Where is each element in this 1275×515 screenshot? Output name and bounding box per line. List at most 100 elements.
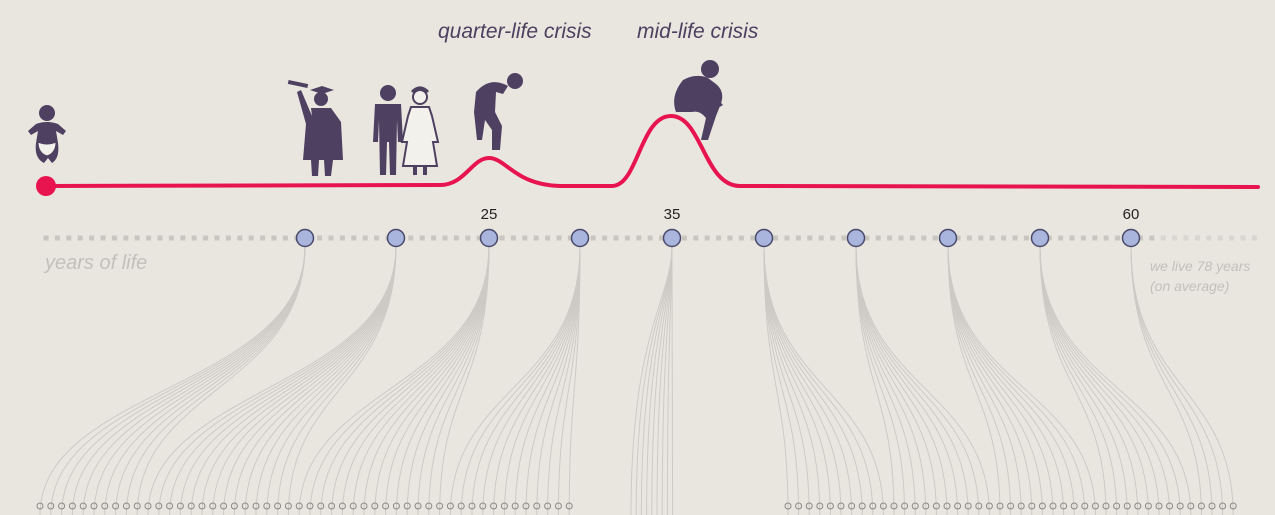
decade-marker [1030,228,1050,248]
axis-dot [476,235,482,241]
year-thread [287,245,397,515]
year-thread [71,245,306,515]
year-dot [1091,502,1099,510]
year-thread [855,245,990,515]
year-thread [82,245,306,515]
year-dot [295,502,303,510]
decade-marker [295,228,315,248]
axis-dot [54,235,60,241]
axis-dot [659,235,665,241]
year-dot [1049,502,1057,510]
decade-markers [295,228,1141,248]
year-dot [252,502,260,510]
axis-dot [351,235,357,241]
year-dot [122,502,130,510]
decade-marker [662,228,682,248]
year-thread [763,245,842,515]
average-lifespan-note: we live 78 years (on average) [1150,256,1250,296]
axis-dot [1160,235,1166,241]
year-dot [879,502,887,510]
axis-dot [1069,235,1075,241]
year-thread [385,245,490,515]
year-label-60: 60 [1122,206,1140,223]
year-thread [1039,245,1118,515]
year-thread [493,245,581,515]
year-dot [1038,502,1046,510]
year-dot [1197,502,1205,510]
year-thread [568,245,581,515]
year-dot [1176,502,1184,510]
axis-dot [955,235,961,241]
axis-dot [1183,235,1189,241]
year-dot [338,502,346,510]
year-dot [403,502,411,510]
year-dot [1219,502,1227,510]
year-dot [1060,502,1068,510]
year-thread [947,245,1033,515]
year-dot [220,502,228,510]
year-thread [395,245,490,515]
axis-dot [1172,235,1178,241]
year-dot [932,502,940,510]
axis-dot [146,235,152,241]
axis-dot [453,235,459,241]
year-dot [1208,502,1216,510]
year-dot [79,502,87,510]
year-dot [554,502,562,510]
year-dot [522,502,530,510]
axis-dot [693,235,699,241]
axis-dot [260,235,266,241]
axis-dot [100,235,106,241]
slumped-person-icon [474,73,523,150]
axis-dot [123,235,129,241]
axis-dot [545,235,551,241]
year-dot [975,502,983,510]
year-dot [533,502,541,510]
axis-dot [784,235,790,241]
year-dot [371,502,379,510]
year-thread [1130,245,1234,515]
year-thread [352,245,490,515]
year-thread [104,245,306,515]
year-thread [190,245,397,515]
year-thread [1039,245,1192,515]
axis-dot [624,235,630,241]
axis-dot [807,235,813,241]
axis-dot [738,235,744,241]
year-thread [855,245,959,515]
axis-dot [898,235,904,241]
year-dot [90,502,98,510]
axis-dot [533,235,539,241]
year-dot [133,502,141,510]
year-thread [341,245,490,515]
axis-dot [727,235,733,241]
axis-dot [180,235,186,241]
birth-dot [36,176,56,196]
axis-dot [1023,235,1029,241]
decade-marker [1121,228,1141,248]
axis-dot [636,235,642,241]
year-dot [964,502,972,510]
year-dot [848,502,856,510]
mid-life-crisis-label: mid-life crisis [637,20,759,43]
decade-marker [570,228,590,248]
average-lifespan-line2: (on average) [1150,278,1230,294]
axis-dot [419,235,425,241]
year-thread [763,245,821,515]
year-thread [158,245,397,515]
year-thread [428,245,490,515]
axis-dot [1206,235,1212,241]
axis-dot [750,235,756,241]
axis-dot [1092,235,1098,241]
year-dot [858,502,866,510]
year-dot [1134,502,1142,510]
year-dot [187,502,195,510]
decade-marker [938,228,958,248]
year-thread [374,245,490,515]
axis-dot [522,235,528,241]
year-dot [954,502,962,510]
axis-dot [339,235,345,241]
axis-dot [66,235,72,241]
year-thread [223,245,397,515]
